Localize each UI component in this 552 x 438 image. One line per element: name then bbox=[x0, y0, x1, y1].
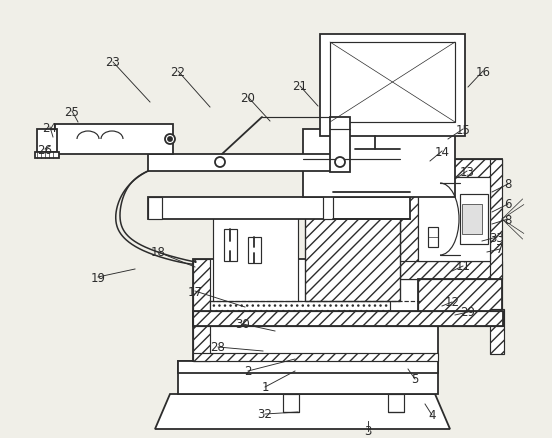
Text: 32: 32 bbox=[258, 408, 273, 420]
Bar bbox=[148, 198, 162, 219]
Text: 21: 21 bbox=[293, 80, 307, 93]
Bar bbox=[490, 159, 502, 279]
Text: 29: 29 bbox=[460, 306, 475, 319]
Text: 20: 20 bbox=[241, 91, 256, 104]
Text: 1: 1 bbox=[261, 381, 269, 394]
Text: 19: 19 bbox=[91, 271, 105, 284]
Bar bbox=[460, 194, 488, 244]
Text: 30: 30 bbox=[236, 318, 251, 331]
Text: 13: 13 bbox=[460, 165, 474, 178]
Bar bbox=[388, 394, 404, 412]
Bar bbox=[418, 279, 502, 324]
Text: 3: 3 bbox=[364, 424, 371, 438]
Bar bbox=[400, 159, 502, 279]
Bar bbox=[178, 361, 438, 373]
Circle shape bbox=[168, 138, 172, 141]
Bar bbox=[418, 177, 490, 261]
Circle shape bbox=[165, 135, 175, 145]
Text: 24: 24 bbox=[43, 121, 57, 134]
Bar bbox=[193, 259, 210, 361]
Text: 11: 11 bbox=[455, 260, 470, 273]
Bar bbox=[248, 237, 261, 263]
Text: 2: 2 bbox=[244, 365, 252, 378]
Bar bbox=[193, 353, 438, 361]
Bar bbox=[148, 155, 340, 172]
Text: 5: 5 bbox=[411, 373, 418, 385]
Text: 15: 15 bbox=[455, 123, 470, 136]
Bar bbox=[178, 361, 438, 394]
Text: 22: 22 bbox=[171, 65, 185, 78]
Circle shape bbox=[215, 158, 225, 168]
Bar bbox=[323, 193, 333, 219]
Bar bbox=[303, 130, 455, 198]
Bar bbox=[224, 230, 237, 261]
Text: 8: 8 bbox=[505, 178, 512, 191]
Bar bbox=[210, 301, 390, 313]
Bar bbox=[330, 118, 350, 173]
Bar bbox=[490, 309, 504, 354]
Bar bbox=[320, 35, 465, 137]
Bar bbox=[418, 279, 502, 324]
Bar bbox=[193, 259, 438, 361]
Bar bbox=[330, 43, 455, 123]
Circle shape bbox=[335, 158, 345, 168]
Bar bbox=[305, 218, 400, 301]
Text: 6: 6 bbox=[504, 198, 512, 211]
Bar bbox=[305, 218, 400, 301]
Bar bbox=[400, 159, 502, 177]
Text: 14: 14 bbox=[434, 145, 449, 158]
Text: 8: 8 bbox=[505, 213, 512, 226]
Text: 4: 4 bbox=[428, 409, 436, 421]
Text: 16: 16 bbox=[475, 65, 491, 78]
Text: 33: 33 bbox=[490, 231, 505, 244]
Text: 26: 26 bbox=[38, 143, 52, 156]
Bar bbox=[148, 198, 410, 219]
Bar bbox=[193, 311, 503, 326]
Text: 25: 25 bbox=[65, 105, 79, 118]
Bar bbox=[35, 153, 59, 159]
Bar bbox=[37, 130, 57, 153]
Text: 7: 7 bbox=[496, 243, 504, 256]
Bar bbox=[193, 311, 503, 326]
Text: 17: 17 bbox=[188, 285, 203, 298]
Polygon shape bbox=[155, 394, 450, 429]
Bar bbox=[283, 394, 299, 412]
Text: 23: 23 bbox=[105, 57, 120, 69]
Text: 18: 18 bbox=[151, 246, 166, 259]
Bar bbox=[55, 125, 173, 155]
Bar bbox=[400, 159, 418, 279]
Text: 28: 28 bbox=[210, 341, 225, 354]
Text: 12: 12 bbox=[444, 296, 459, 309]
Bar bbox=[213, 218, 298, 301]
Bar bbox=[428, 227, 438, 247]
Bar bbox=[462, 205, 482, 234]
Bar bbox=[400, 261, 502, 279]
